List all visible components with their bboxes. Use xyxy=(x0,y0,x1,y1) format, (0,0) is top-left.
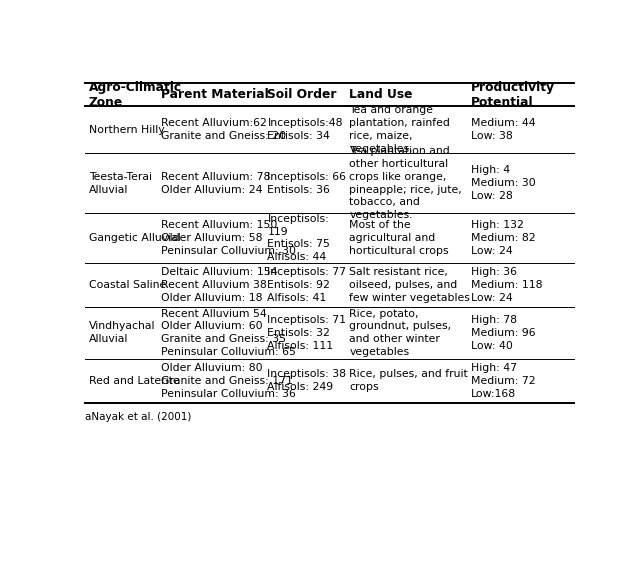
Text: Land Use: Land Use xyxy=(349,88,413,101)
Text: aNayak et al. (2001): aNayak et al. (2001) xyxy=(85,412,191,422)
Text: Inceptisols: 77
Entisols: 92
Alfisols: 41: Inceptisols: 77 Entisols: 92 Alfisols: 4… xyxy=(268,267,346,303)
Text: Inceptisols: 66
Entisols: 36: Inceptisols: 66 Entisols: 36 xyxy=(268,172,346,195)
Text: Parent Material: Parent Material xyxy=(161,88,269,101)
Text: High: 36
Medium: 118
Low: 24: High: 36 Medium: 118 Low: 24 xyxy=(471,267,542,303)
Text: Teesta-Terai
Alluvial: Teesta-Terai Alluvial xyxy=(89,172,152,195)
Text: Agro-Climatic
Zone: Agro-Climatic Zone xyxy=(89,81,182,108)
Text: Inceptisols:48
Entisols: 34: Inceptisols:48 Entisols: 34 xyxy=(268,118,343,141)
Text: Rice, pulses, and fruit
crops: Rice, pulses, and fruit crops xyxy=(349,369,468,392)
Text: Medium: 44
Low: 38: Medium: 44 Low: 38 xyxy=(471,118,536,141)
Text: Red and Laterite: Red and Laterite xyxy=(89,376,180,386)
Text: Rice, potato,
groundnut, pulses,
and other winter
vegetables: Rice, potato, groundnut, pulses, and oth… xyxy=(349,309,451,357)
Text: Inceptisols: 38
Alfisols: 249: Inceptisols: 38 Alfisols: 249 xyxy=(268,369,346,392)
Text: Deltaic Alluvium: 154
Recent Alluvium 38
Older Alluvium: 18: Deltaic Alluvium: 154 Recent Alluvium 38… xyxy=(161,267,277,303)
Text: Recent Alluvium 54
Older Alluvium: 60
Granite and Gneiss: 35
Peninsular Colluviu: Recent Alluvium 54 Older Alluvium: 60 Gr… xyxy=(161,309,296,357)
Text: Productivity
Potential: Productivity Potential xyxy=(471,81,555,108)
Text: Northern Hilly: Northern Hilly xyxy=(89,125,164,135)
Text: Gangetic Alluvial: Gangetic Alluvial xyxy=(89,233,180,243)
Text: Recent Alluvium: 78
Older Alluvium: 24: Recent Alluvium: 78 Older Alluvium: 24 xyxy=(161,172,270,195)
Text: Tea and orange
plantation, rainfed
rice, maize,
vegetables.: Tea and orange plantation, rainfed rice,… xyxy=(349,106,450,154)
Text: Recent Alluvium:62
Granite and Gneiss: 20: Recent Alluvium:62 Granite and Gneiss: 2… xyxy=(161,118,286,141)
Text: Most of the
agricultural and
horticultural crops: Most of the agricultural and horticultur… xyxy=(349,220,449,256)
Text: Salt resistant rice,
oilseed, pulses, and
few winter vegetables: Salt resistant rice, oilseed, pulses, an… xyxy=(349,267,470,303)
Text: Recent Alluvium: 150
Older Alluvium: 58
Peninsular Colluvium: 30: Recent Alluvium: 150 Older Alluvium: 58 … xyxy=(161,220,296,256)
Text: Soil Order: Soil Order xyxy=(268,88,337,101)
Text: Vindhyachal
Alluvial: Vindhyachal Alluvial xyxy=(89,321,156,345)
Text: Older Alluvium: 80
Granite and Gneiss: 171
Peninsular Colluvium: 36: Older Alluvium: 80 Granite and Gneiss: 1… xyxy=(161,363,296,398)
Text: High: 4
Medium: 30
Low: 28: High: 4 Medium: 30 Low: 28 xyxy=(471,165,536,201)
Text: Tea plantation and
other horticultural
crops like orange,
pineapple; rice, jute,: Tea plantation and other horticultural c… xyxy=(349,146,462,220)
Text: High: 132
Medium: 82
Low: 24: High: 132 Medium: 82 Low: 24 xyxy=(471,220,536,256)
Text: High: 78
Medium: 96
Low: 40: High: 78 Medium: 96 Low: 40 xyxy=(471,315,536,351)
Text: Inceptisols: 71
Entisols: 32
Alfisols: 111: Inceptisols: 71 Entisols: 32 Alfisols: 1… xyxy=(268,315,346,351)
Text: Inceptisols:
119
Entisols: 75
Alfisols: 44: Inceptisols: 119 Entisols: 75 Alfisols: … xyxy=(268,214,330,262)
Text: High: 47
Medium: 72
Low:168: High: 47 Medium: 72 Low:168 xyxy=(471,363,536,398)
Text: Coastal Saline: Coastal Saline xyxy=(89,280,166,290)
